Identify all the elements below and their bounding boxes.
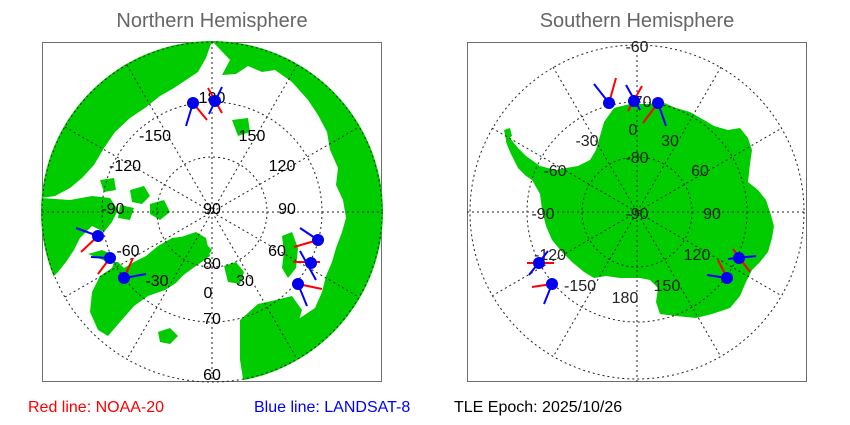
satellite-position-marker <box>292 278 304 290</box>
legend-blue-line-landsat8: Blue line: LANDSAT-8 <box>254 399 411 416</box>
satellite-position-marker <box>209 95 221 107</box>
south-satellite-pass-6 <box>706 259 733 284</box>
north-lon-labels-2: 150 <box>239 128 266 145</box>
south-satellite-passes <box>527 77 757 305</box>
north-map-canvas: 180-150150-120120-9090-6060-303009080706… <box>41 41 383 384</box>
south-lat-labels-0: -60 <box>625 39 648 56</box>
north-lon-labels-10: 30 <box>236 273 254 290</box>
north-satellite-pass-1 <box>207 86 223 115</box>
north-lat-labels-1: 80 <box>203 256 221 273</box>
south-map-canvas: 0-30 30-60 60-90 90-120 120-150 150180-60-70-… <box>467 39 807 382</box>
satellite-position-marker <box>312 234 324 246</box>
south-lon-labels-1: -30 <box>575 133 598 150</box>
tle-epoch-label: TLE Epoch: 2025/10/26 <box>454 399 623 416</box>
south-lon-labels-4: 60 <box>691 163 709 180</box>
satellite-position-marker <box>305 257 317 269</box>
north-lon-labels-7: -60 <box>116 243 139 260</box>
south-lat-labels-3: -90 <box>625 206 648 223</box>
satellite-position-marker <box>533 257 545 269</box>
north-lon-labels-5: -90 <box>101 201 124 218</box>
satellite-position-marker <box>733 252 745 264</box>
north-satellite-pass-3 <box>90 252 116 275</box>
south-lon-labels-0: 0 <box>629 122 638 139</box>
south-satellite-pass-1 <box>625 84 643 112</box>
south-lon-labels-10: 150 <box>654 278 681 295</box>
south-lon-labels-2: 30 <box>661 133 679 150</box>
satellite-position-marker <box>187 97 199 109</box>
north-lon-labels-1: -150 <box>139 128 171 145</box>
satellite-position-marker <box>628 95 640 107</box>
north-satellite-pass-6 <box>293 250 320 281</box>
south-satellite-pass-4 <box>531 278 558 305</box>
north-hemisphere-title: Northern Hemisphere <box>116 10 308 32</box>
south-lon-labels-6: 90 <box>703 206 721 223</box>
north-hemisphere-map: 180-150150-120120-9090-6060-303009080706… <box>41 41 383 384</box>
north-lon-labels-4: 120 <box>269 158 296 175</box>
north-lon-labels-9: -30 <box>145 273 168 290</box>
legend-red-line-noaa20: Red line: NOAA-20 <box>28 399 165 416</box>
satellite-position-marker <box>652 97 664 109</box>
north-satellite-pass-5 <box>293 227 324 248</box>
north-lon-labels-8: 60 <box>268 243 286 260</box>
south-satellite-pass-2 <box>642 97 667 127</box>
satellite-position-marker <box>721 272 733 284</box>
north-satellite-pass-2 <box>75 227 104 253</box>
south-satellite-pass-0 <box>593 77 617 109</box>
south-lon-labels-11: 180 <box>612 290 639 307</box>
north-satellite-pass-4 <box>118 257 147 284</box>
south-lon-labels-3: -60 <box>543 163 566 180</box>
north-graticule <box>41 41 383 383</box>
satellite-position-marker <box>118 272 130 284</box>
south-hemisphere-map: 0 -30 30 -60 60 -90 90 -120 120 -150 150 180 -60 -70-… <box>467 39 807 382</box>
north-satellite-pass-0 <box>185 97 208 127</box>
north-lon-labels-6: 90 <box>278 201 296 218</box>
north-satellite-passes <box>75 86 324 307</box>
south-lon-labels-9: -150 <box>564 278 596 295</box>
south-lat-labels-2: -80 <box>625 150 648 167</box>
south-lon-labels-5: -90 <box>531 206 554 223</box>
south-lon-labels-8: 120 <box>684 247 711 264</box>
north-lon-labels-3: -120 <box>109 158 141 175</box>
south-satellite-pass-3 <box>527 250 554 276</box>
satellite-position-marker <box>104 252 116 264</box>
north-lat-labels-0: 90 <box>203 201 221 218</box>
satellite-position-marker <box>92 230 104 242</box>
satellite-position-marker <box>546 278 558 290</box>
north-lon-labels-11: 0 <box>204 285 213 302</box>
south-satellite-pass-5 <box>727 248 757 273</box>
satellite-position-marker <box>603 97 615 109</box>
north-lat-labels-2: 70 <box>203 311 221 328</box>
south-hemisphere-title: Southern Hemisphere <box>539 10 735 32</box>
north-satellite-pass-7 <box>292 278 323 307</box>
north-lat-labels-3: 60 <box>203 367 221 384</box>
